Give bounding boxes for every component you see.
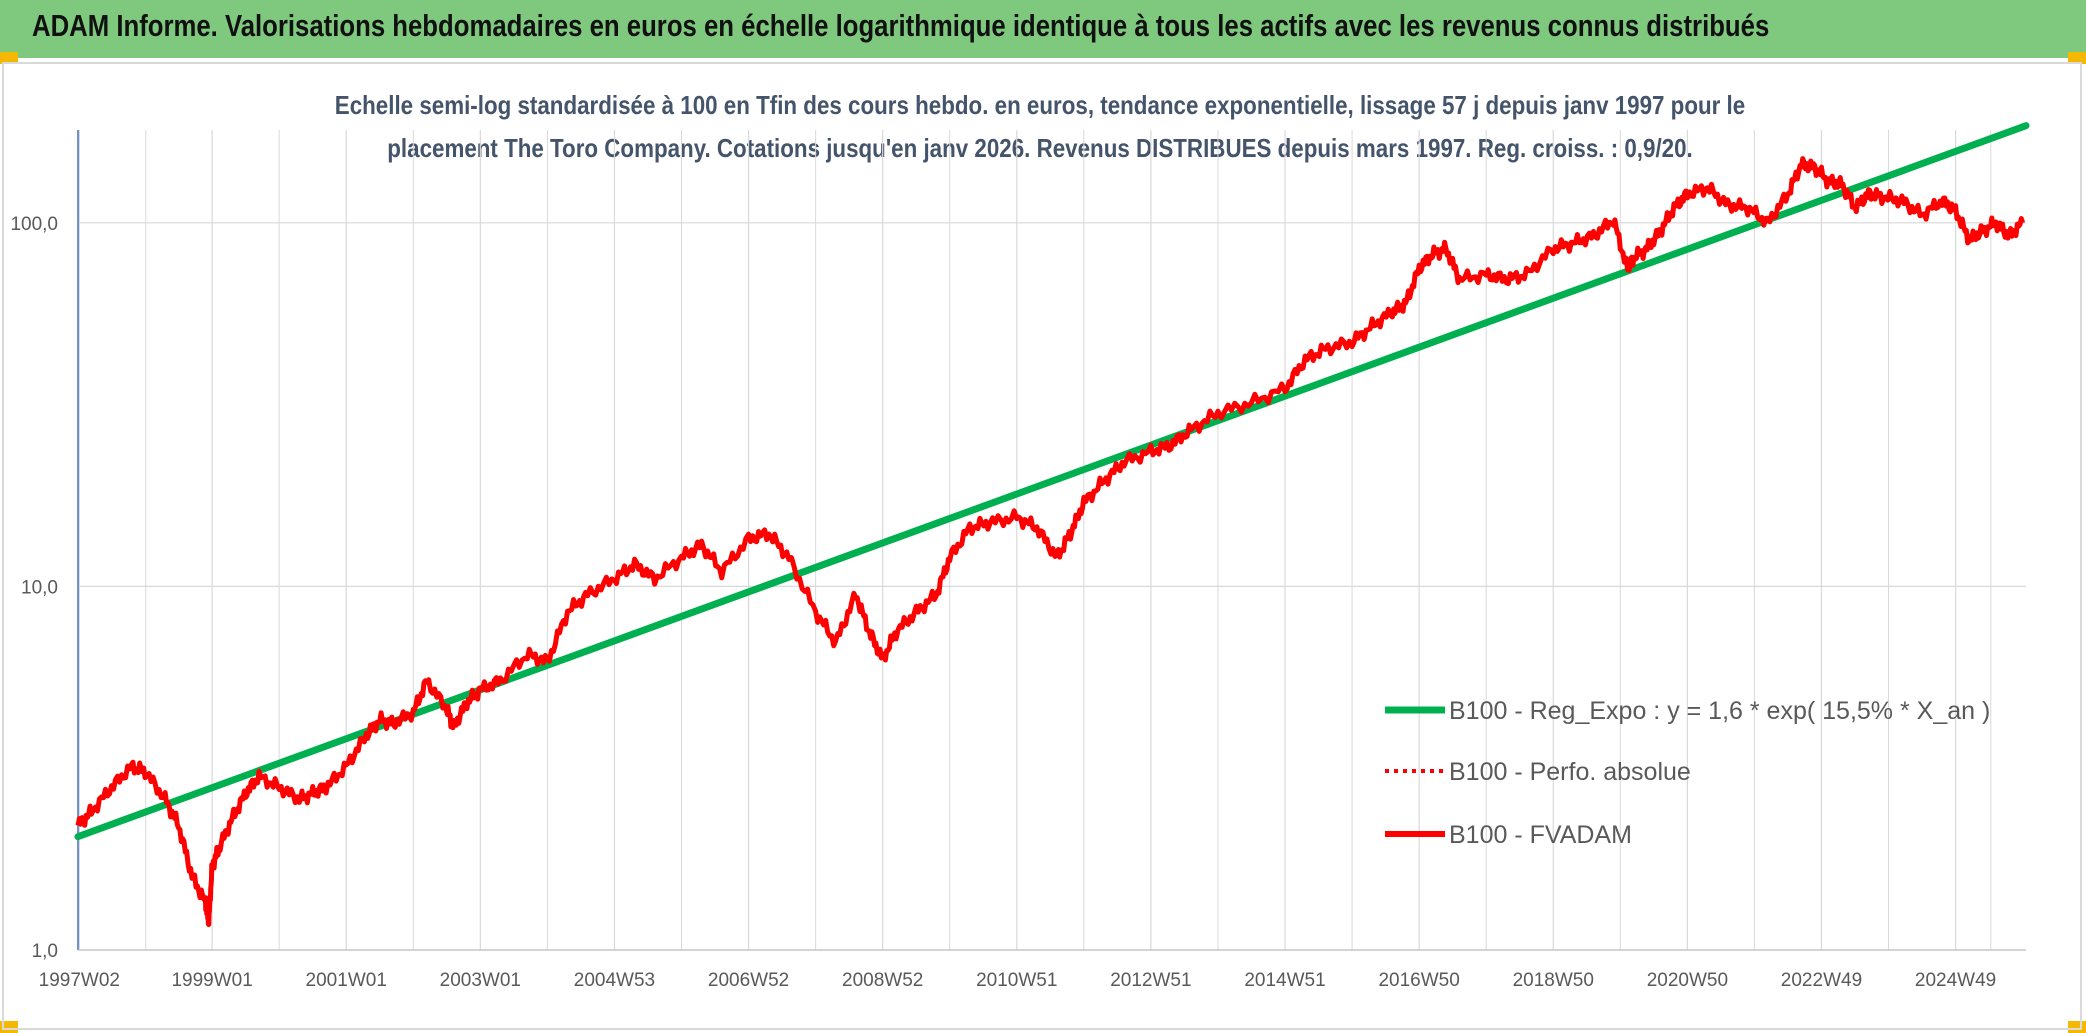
- x-tick-label: 2008W52: [842, 970, 923, 991]
- y-tick-label: 100,0: [10, 214, 58, 235]
- x-tick-label: 2016W50: [1378, 970, 1459, 991]
- x-tick-label: 2001W01: [306, 970, 387, 991]
- x-tick-label: 2022W49: [1781, 970, 1862, 991]
- header-bar: ADAM Informe. Valorisations hebdomadaire…: [0, 0, 2086, 58]
- x-tick-label: 1997W02: [39, 970, 120, 991]
- x-tick-label: 2010W51: [976, 970, 1057, 991]
- x-tick-label: 2012W51: [1110, 970, 1191, 991]
- y-tick-label: 10,0: [21, 577, 58, 598]
- chart-subtitle-line2: placement The Toro Company. Cotations ju…: [387, 133, 1693, 163]
- legend-label: B100 - FVADAM: [1449, 821, 1632, 849]
- x-tick-label: 2003W01: [440, 970, 521, 991]
- legend: B100 - Reg_Expo : y = 1,6 * exp( 15,5% *…: [1385, 697, 1990, 849]
- chart-frame: [2, 62, 2082, 1030]
- corner-marker-bottom-left: [0, 1021, 18, 1033]
- y-tick-labels: 1,0 10,0 100,0: [10, 214, 58, 962]
- x-tick-label: 2018W50: [1513, 970, 1594, 991]
- chart-subtitle-line1: Echelle semi-log standardisée à 100 en T…: [334, 90, 1746, 120]
- legend-label: B100 - Perfo. absolue: [1449, 758, 1691, 786]
- x-tick-label: 1999W01: [171, 970, 252, 991]
- corner-marker-top-left: [0, 52, 18, 64]
- series-group: [74, 122, 2030, 928]
- x-tick-label: 2020W50: [1647, 970, 1728, 991]
- x-tick-label: 2004W53: [574, 970, 655, 991]
- x-tick-label: 2006W52: [708, 970, 789, 991]
- axes: [77, 130, 2026, 951]
- legend-label: B100 - Reg_Expo : y = 1,6 * exp( 15,5% *…: [1449, 697, 1990, 725]
- x-tick-labels: 1997W02 1999W01 2001W01 2003W01 2004W53 2006W…: [39, 970, 1997, 991]
- fvadam-line: [75, 156, 2026, 928]
- x-tick-label: 2014W51: [1244, 970, 1325, 991]
- report-title: ADAM Informe. Valorisations hebdomadaire…: [32, 8, 1770, 43]
- corner-marker-top-right: [2068, 52, 2086, 64]
- x-tick-label: 2024W49: [1915, 970, 1996, 991]
- y-tick-label: 1,0: [32, 941, 58, 962]
- grid-lines: [78, 130, 2026, 951]
